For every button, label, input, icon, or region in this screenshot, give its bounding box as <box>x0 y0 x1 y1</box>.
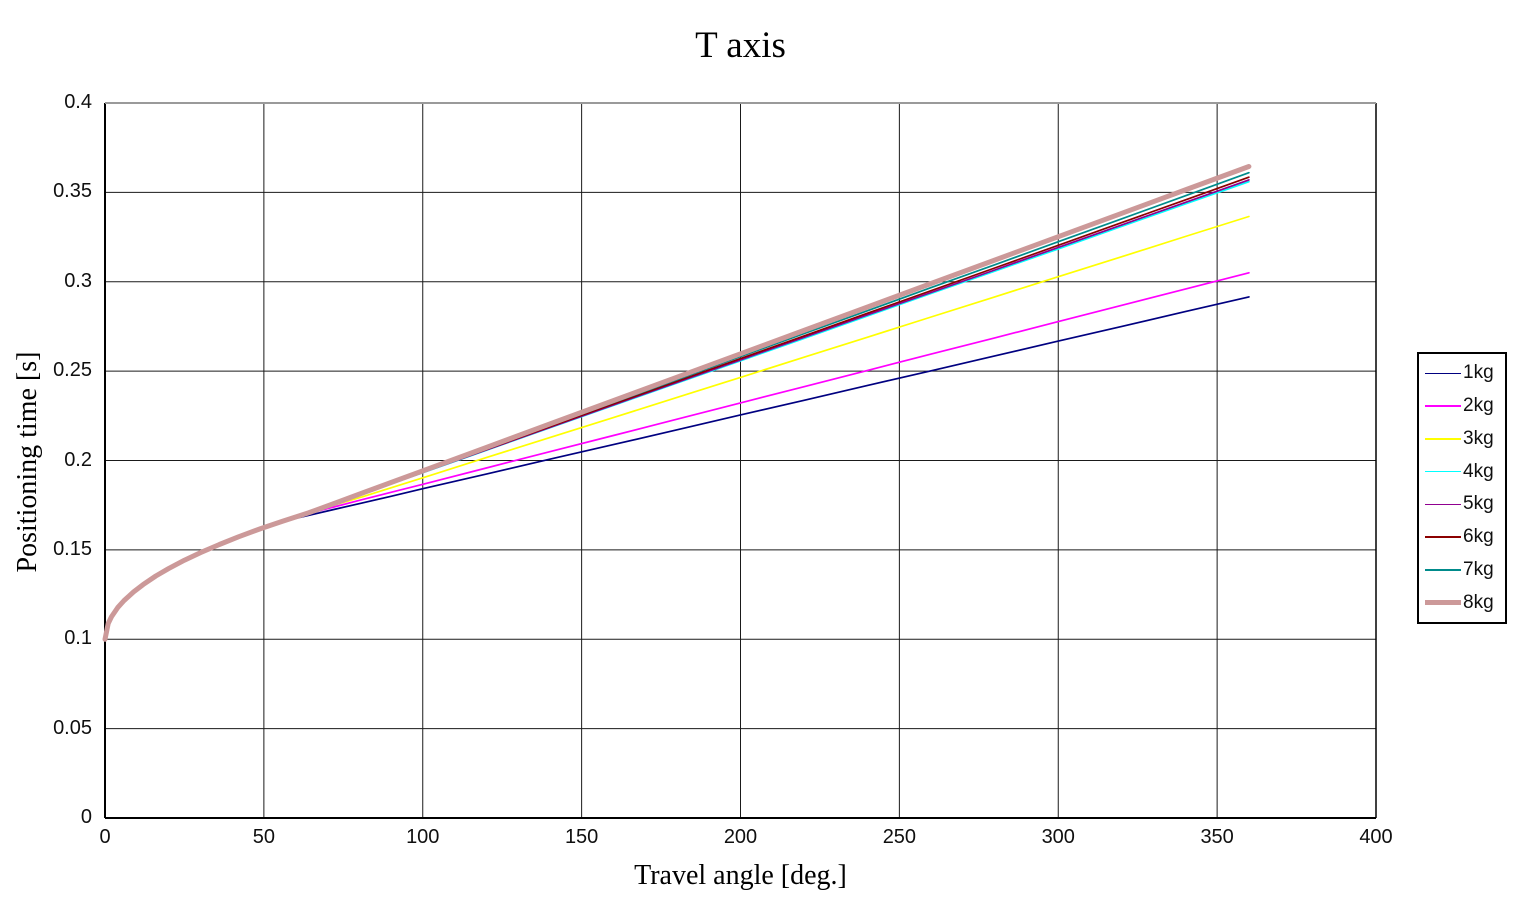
y-tick-label: 0 <box>80 806 92 828</box>
series-line-6kg <box>104 176 1250 641</box>
legend-item-3kg: 3kg <box>1425 423 1505 456</box>
legend-item-label: 7kg <box>1463 558 1494 580</box>
y-tick-label: 0.3 <box>64 269 92 292</box>
x-tick-label: 50 <box>252 826 275 848</box>
y-tick-label: 0.4 <box>64 91 92 113</box>
legend-item-label: 6kg <box>1463 526 1494 548</box>
legend-item-label: 1kg <box>1463 362 1494 384</box>
legend: 1kg 2kg 3kg 4kg 5kg 6kg 7kg 8kg <box>1417 352 1507 624</box>
x-axis-title: Travel angle [deg.] <box>634 860 847 891</box>
legend-item-label: 5kg <box>1463 493 1494 515</box>
legend-line-sample <box>1425 600 1461 606</box>
chart-title: T axis <box>695 25 786 66</box>
y-tick-label: 0.15 <box>53 537 92 560</box>
legend-item-label: 3kg <box>1463 427 1494 449</box>
legend-item-5kg: 5kg <box>1425 488 1505 521</box>
y-tick-label: 0.2 <box>64 448 92 471</box>
series-line-2kg <box>104 271 1250 641</box>
x-tick-label: 100 <box>406 826 440 848</box>
x-tick-label: 150 <box>564 826 599 848</box>
legend-item-8kg: 8kg <box>1425 586 1505 619</box>
x-tick-label: 400 <box>1359 826 1393 848</box>
x-tick-label: 0 <box>99 826 111 848</box>
series-line-8kg <box>102 164 1252 642</box>
y-tick-label: 0.1 <box>64 627 92 650</box>
legend-line-sample <box>1425 438 1461 440</box>
legend-item-4kg: 4kg <box>1425 455 1505 488</box>
legend-line-sample <box>1425 470 1461 473</box>
legend-item-1kg: 1kg <box>1425 357 1505 390</box>
legend-line-sample <box>1425 569 1461 571</box>
y-tick-label: 0.25 <box>53 359 92 382</box>
series-line-5kg <box>104 179 1250 641</box>
legend-item-6kg: 6kg <box>1425 521 1505 554</box>
x-tick-label: 200 <box>723 826 758 848</box>
legend-item-label: 8kg <box>1463 591 1494 613</box>
legend-item-7kg: 7kg <box>1425 554 1505 587</box>
legend-line-sample <box>1425 536 1461 538</box>
series-line-3kg <box>104 215 1250 641</box>
legend-line-sample <box>1425 372 1461 375</box>
legend-item-2kg: 2kg <box>1425 390 1505 423</box>
series-line-1kg <box>104 296 1250 641</box>
y-tick-label: 0.05 <box>53 716 92 739</box>
legend-line-sample <box>1425 503 1461 506</box>
legend-line-sample <box>1425 405 1461 407</box>
y-tick-label: 0.35 <box>53 180 92 203</box>
x-tick-label: 350 <box>1200 826 1234 848</box>
legend-item-label: 4kg <box>1463 460 1494 482</box>
x-tick-label: 300 <box>1041 826 1075 848</box>
legend-item-label: 2kg <box>1463 395 1494 417</box>
series-line-4kg <box>104 180 1250 641</box>
x-tick-label: 250 <box>882 826 917 848</box>
